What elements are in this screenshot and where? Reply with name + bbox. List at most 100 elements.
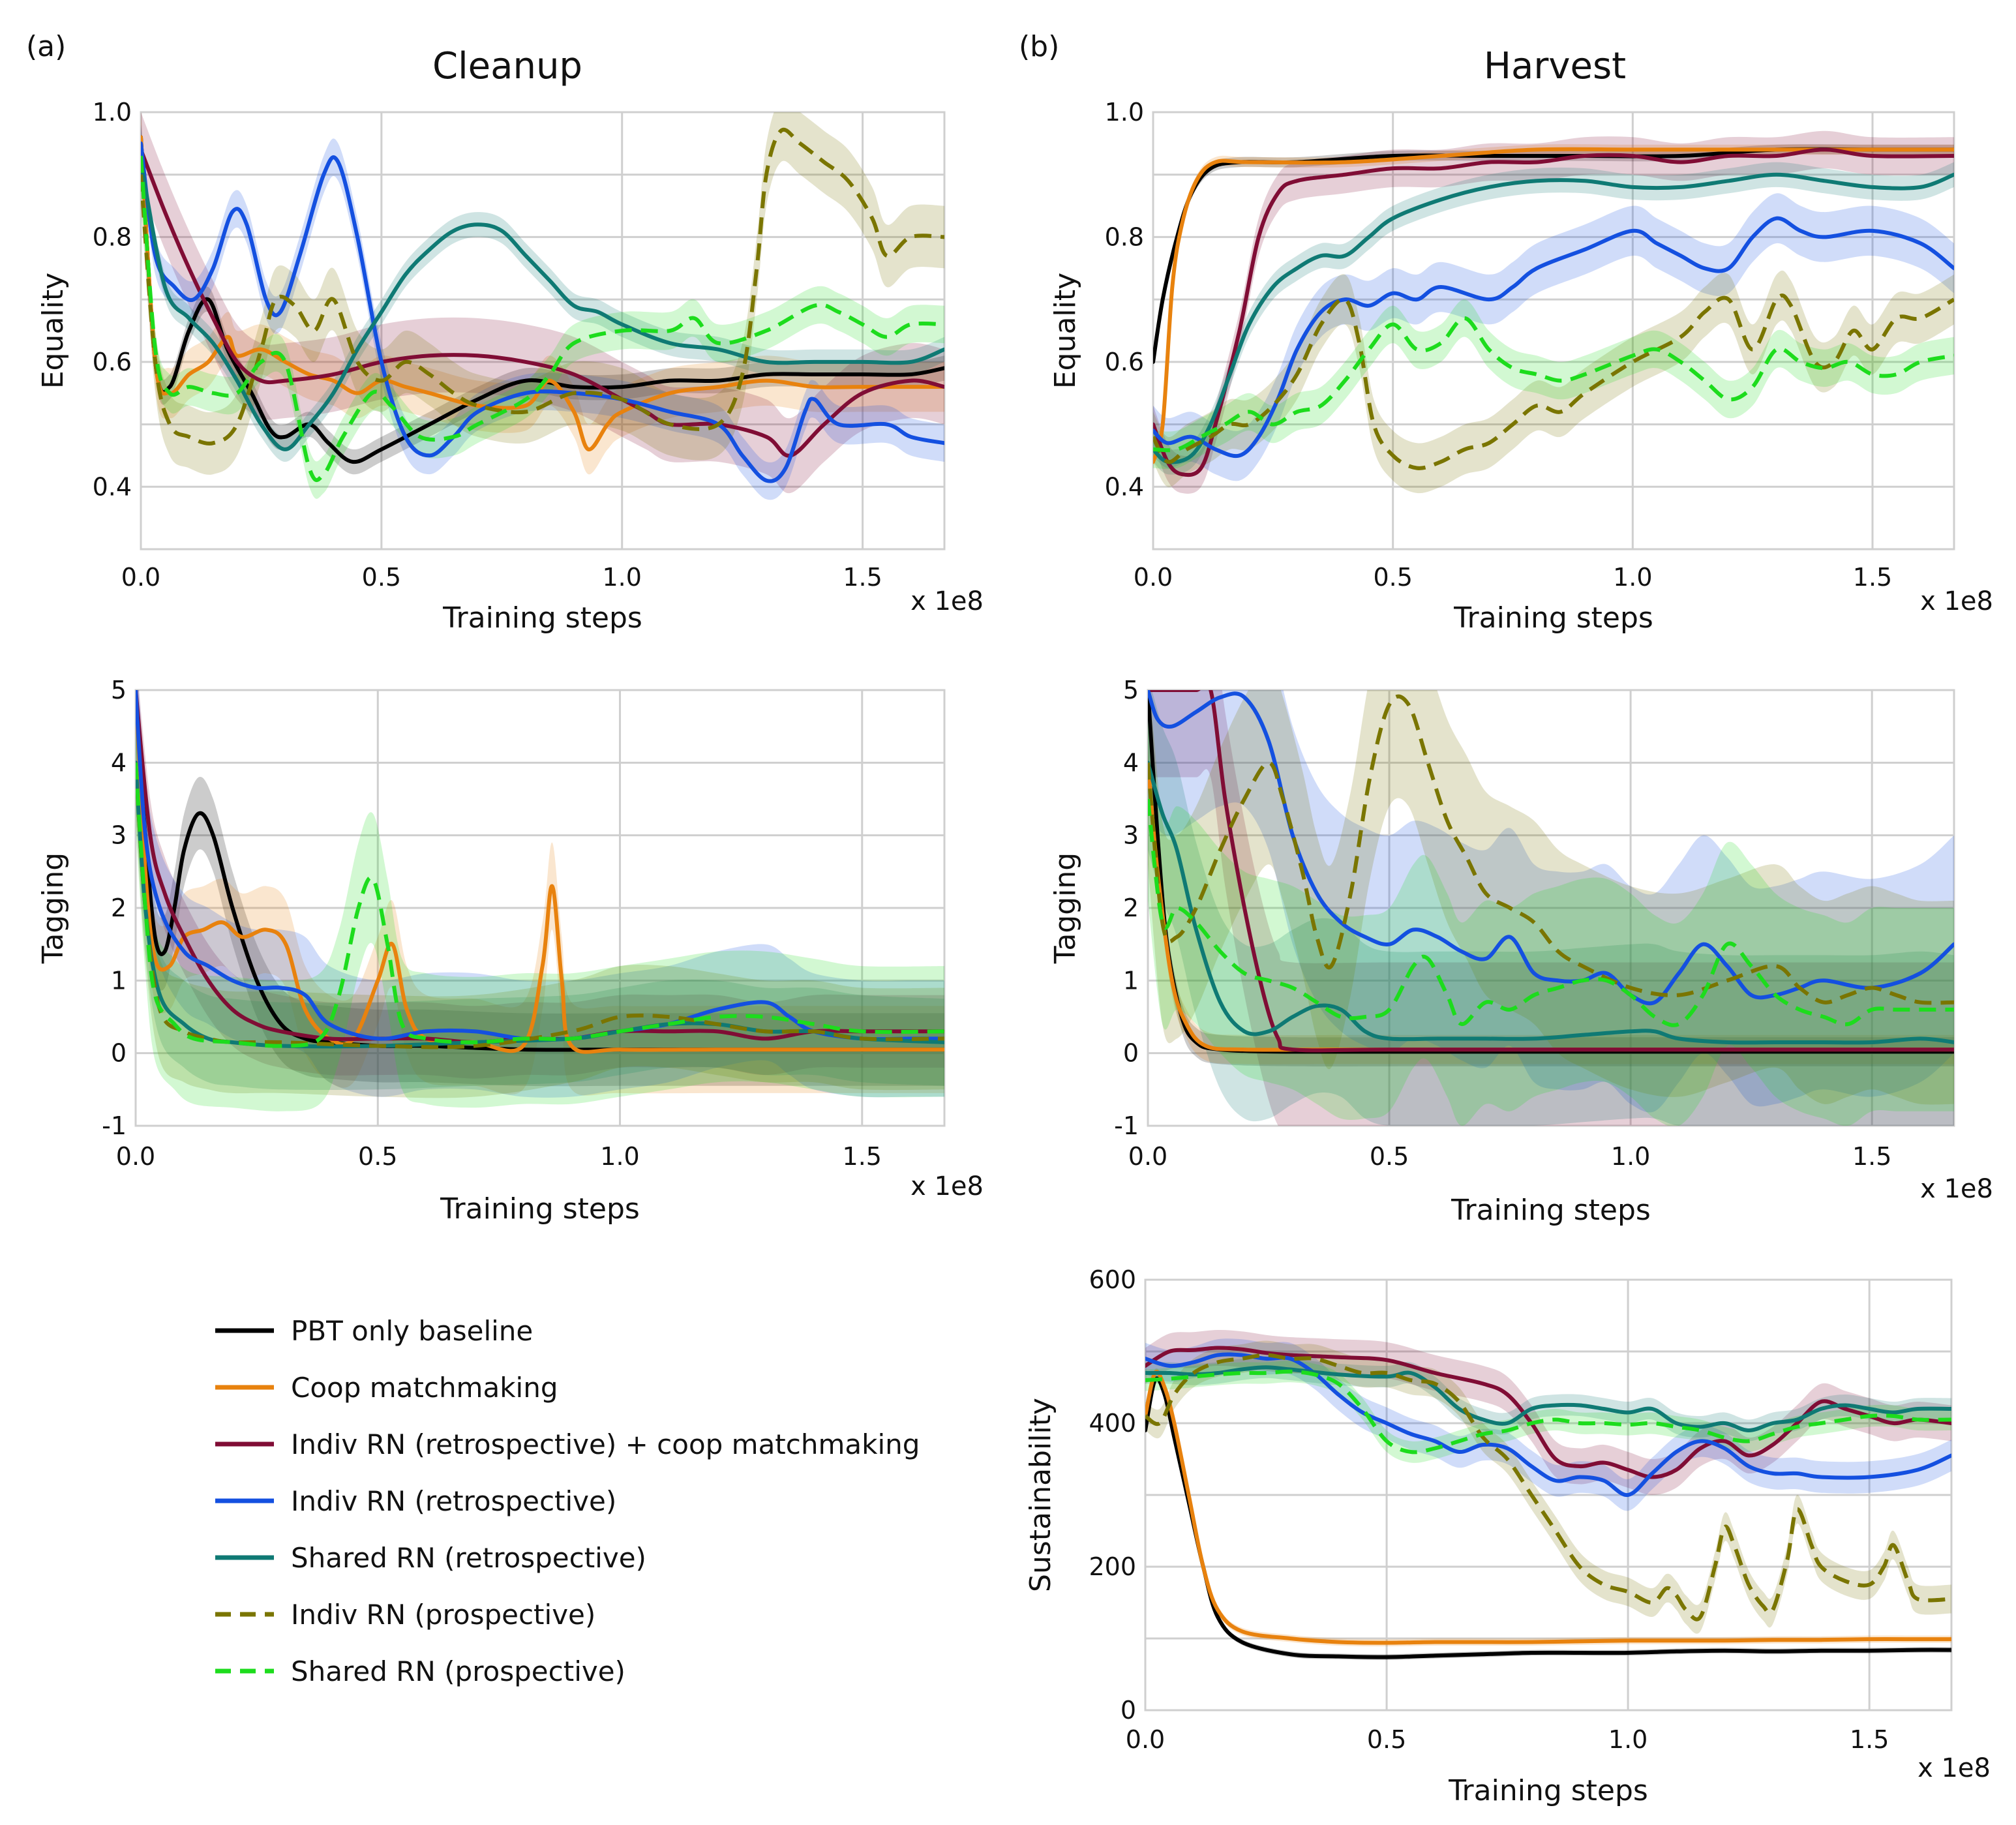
cleanup-equality-line-1: [141, 135, 944, 451]
harvest-equality-line-5: [1153, 294, 1954, 470]
harvest-tagging-line-5: [1148, 694, 1954, 1005]
harvest-equality-ylabel: Equality: [1049, 273, 1082, 389]
harvest-tagging-xtick-label-2: 1.0: [1611, 1142, 1650, 1171]
cleanup-tagging-frame: [134, 689, 946, 1127]
cleanup-tagging-band-1: [136, 690, 944, 1096]
harvest-sustainability-xtick-label-0: 0.0: [1126, 1725, 1165, 1754]
harvest-sustainability-ytick-label-1: 200: [1089, 1552, 1136, 1581]
cleanup-equality-ytick-label-0: 0.4: [93, 472, 132, 501]
harvest-equality-ytick-label-2: 0.8: [1105, 222, 1144, 251]
harvest-equality-band-6: [1153, 299, 1954, 470]
cleanup-tagging-xtick-label-2: 1.0: [600, 1142, 639, 1171]
cleanup-equality-x-multiplier: x 1e8: [910, 586, 984, 616]
cleanup-equality-xtick-label-3: 1.5: [843, 563, 882, 592]
harvest-equality-band-0: [1153, 144, 1954, 367]
legend-label-0: PBT only baseline: [291, 1315, 533, 1347]
legend-label-1: Coop matchmaking: [291, 1372, 558, 1404]
harvest-tagging-ytick-label-1: 0: [1123, 1039, 1139, 1068]
cleanup-tagging-xtick-label-1: 0.5: [358, 1142, 397, 1171]
harvest-equality-line-6: [1153, 316, 1954, 453]
harvest-equality-xtick-label-0: 0.0: [1134, 563, 1173, 592]
cleanup-equality-xlabel: Training steps: [442, 601, 642, 635]
harvest-sustainability-line-4: [1145, 1365, 1951, 1432]
cleanup-equality-band-2: [141, 112, 944, 494]
harvest-tagging-x-multiplier: x 1e8: [1920, 1174, 1993, 1204]
harvest-tagging-ytick-label-3: 2: [1123, 894, 1139, 922]
harvest-equality-x-multiplier: x 1e8: [1920, 586, 1993, 616]
harvest-equality-line-1: [1153, 147, 1954, 464]
harvest-sustainability-ytick-label-2: 400: [1089, 1409, 1136, 1438]
harvest-tagging-ytick-label-6: 5: [1123, 676, 1139, 704]
cleanup-tagging-x-multiplier: x 1e8: [910, 1171, 984, 1201]
cleanup-equality-xtick-label-2: 1.0: [603, 563, 642, 592]
cleanup-tagging-ytick-label-5: 4: [111, 748, 127, 777]
cleanup-equality-line-5: [141, 127, 944, 446]
cleanup-tagging-ytick-label-1: 0: [111, 1039, 127, 1068]
harvest-tagging-xtick-label-1: 0.5: [1370, 1142, 1409, 1171]
cleanup-tagging-ytick-label-0: -1: [102, 1111, 127, 1140]
harvest-sustainability-line-5: [1145, 1353, 1951, 1621]
cleanup-tagging-ytick-label-3: 2: [111, 894, 127, 922]
harvest-sustainability-line-3: [1145, 1352, 1951, 1498]
cleanup-tagging-band-4: [136, 719, 944, 1091]
legend: PBT only baseline Coop matchmaking Indiv R…: [215, 1315, 920, 1687]
cleanup-tagging-xtick-label-0: 0.0: [116, 1142, 155, 1171]
cleanup-tagging-band-3: [136, 690, 944, 1098]
cleanup-tagging-ytick-label-4: 3: [111, 821, 127, 850]
harvest-sustainability-frame: [1144, 1278, 1953, 1712]
harvest-sustainability-plot-area: [1145, 1329, 1951, 1661]
cleanup-equality-line-6: [141, 155, 944, 483]
cleanup-equality-xtick-label-1: 0.5: [362, 563, 401, 592]
harvest-tagging-line-4: [1148, 761, 1954, 1045]
legend-label-5: Indiv RN (prospective): [291, 1599, 595, 1631]
plots: 0.4 0.6 0.8 1.0 0.0 0.5 1.0 1.5 x 1e8 Training st…: [37, 98, 1993, 1807]
harvest-tagging-frame: [1147, 689, 1955, 1127]
harvest-equality-band-2: [1153, 130, 1954, 494]
cleanup-tagging-line-6: [136, 762, 944, 1048]
harvest-sustainability-line-1: [1145, 1370, 1951, 1645]
panel-label-a: (a): [26, 30, 66, 63]
legend-label-2: Indiv RN (retrospective) + coop matchmak…: [291, 1428, 920, 1460]
harvest-sustainability-xtick-label-1: 0.5: [1367, 1725, 1406, 1754]
harvest-sustainability-xlabel: Training steps: [1448, 1774, 1648, 1807]
harvest-equality-xtick-label-3: 1.5: [1853, 563, 1892, 592]
cleanup-tagging-line-3: [136, 690, 944, 1042]
harvest-sustainability-ytick-label-0: 0: [1121, 1696, 1136, 1725]
harvest-sustainability-band-4: [1145, 1356, 1951, 1441]
harvest-equality-chart: 0.4 0.6 0.8 1.0 0.0 0.5 1.0 1.5 x 1e8 Training st…: [1049, 98, 1993, 635]
cleanup-tagging-ylabel: Tagging: [37, 852, 70, 964]
harvest-tagging-band-5: [1148, 690, 1954, 1105]
cleanup-equality-band-0: [141, 125, 944, 475]
cleanup-tagging-xtick-label-3: 1.5: [843, 1142, 882, 1171]
cleanup-equality-band-6: [141, 137, 944, 499]
harvest-equality-band-3: [1153, 193, 1954, 481]
harvest-tagging-ylabel: Tagging: [1049, 852, 1082, 964]
cleanup-tagging-line-4: [136, 761, 944, 1049]
harvest-tagging-chart: -1 0 1 2 3 4 5 0.0 0.5 1.0 1.5 x 1e8 Training steps T…: [1049, 676, 1993, 1227]
harvest-equality-ytick-label-1: 0.6: [1105, 348, 1144, 376]
harvest-tagging-ytick-label-5: 4: [1123, 748, 1139, 777]
cleanup-equality-chart: 0.4 0.6 0.8 1.0 0.0 0.5 1.0 1.5 x 1e8 Training st…: [37, 98, 984, 635]
harvest-tagging-xtick-label-3: 1.5: [1852, 1142, 1891, 1171]
harvest-equality-plot-area: [1153, 130, 1954, 494]
cleanup-equality-xtick-label-0: 0.0: [121, 563, 160, 592]
harvest-equality-band-4: [1153, 162, 1954, 475]
harvest-equality-line-4: [1153, 172, 1954, 464]
harvest-tagging-line-3: [1148, 690, 1954, 1006]
legend-label-6: Shared RN (prospective): [291, 1655, 625, 1687]
harvest-equality-frame: [1152, 111, 1955, 551]
harvest-equality-line-2: [1153, 147, 1954, 477]
cleanup-tagging-band-6: [136, 697, 944, 1111]
cleanup-tagging-plot-area: [136, 690, 944, 1111]
harvest-sustainability-ylabel: Sustainability: [1024, 1398, 1057, 1592]
harvest-sustainability-xtick-label-3: 1.5: [1850, 1725, 1889, 1754]
cleanup-tagging-ytick-label-6: 5: [111, 676, 127, 704]
harvest-sustainability-line-6: [1145, 1369, 1951, 1455]
harvest-sustainability-xtick-label-2: 1.0: [1608, 1725, 1647, 1754]
harvest-sustainability-ytick-label-3: 600: [1089, 1265, 1136, 1294]
cleanup-equality-ytick-label-2: 0.8: [93, 222, 132, 251]
harvest-tagging-xtick-label-0: 0.0: [1128, 1142, 1167, 1171]
harvest-title: Harvest: [1484, 45, 1626, 87]
harvest-equality-band-5: [1153, 270, 1954, 494]
